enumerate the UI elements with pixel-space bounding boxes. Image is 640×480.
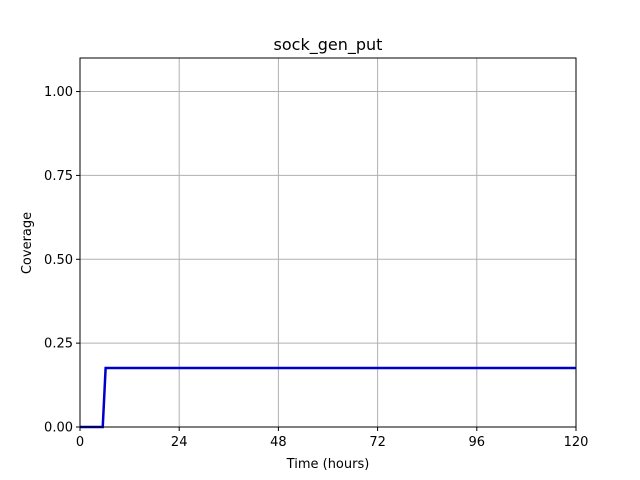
plot-area — [80, 58, 576, 427]
y-tick-label: 0.75 — [44, 169, 73, 184]
y-tick-label: 1.00 — [44, 85, 73, 100]
x-tick-label: 96 — [469, 435, 486, 450]
plot-frame — [79, 57, 577, 428]
x-tick-label: 72 — [369, 435, 386, 450]
x-tick-label: 120 — [564, 435, 589, 450]
x-tick-label: 0 — [76, 435, 84, 450]
x-axis-label: Time (hours) — [286, 457, 370, 472]
tick-layer: 0 24 48 72 96 120 0.00 0.25 0.50 0.75 1.00 — [44, 85, 588, 450]
grid-layer — [79, 58, 577, 428]
chart-title: sock_gen_put — [274, 35, 383, 55]
x-tick-label: 48 — [270, 435, 287, 450]
x-tick-label: 24 — [171, 435, 188, 450]
y-axis-label: Coverage — [20, 212, 35, 274]
y-tick-label: 0.25 — [44, 337, 73, 352]
y-tick-label: 0.00 — [44, 421, 73, 436]
y-tick-label: 0.50 — [44, 253, 73, 268]
